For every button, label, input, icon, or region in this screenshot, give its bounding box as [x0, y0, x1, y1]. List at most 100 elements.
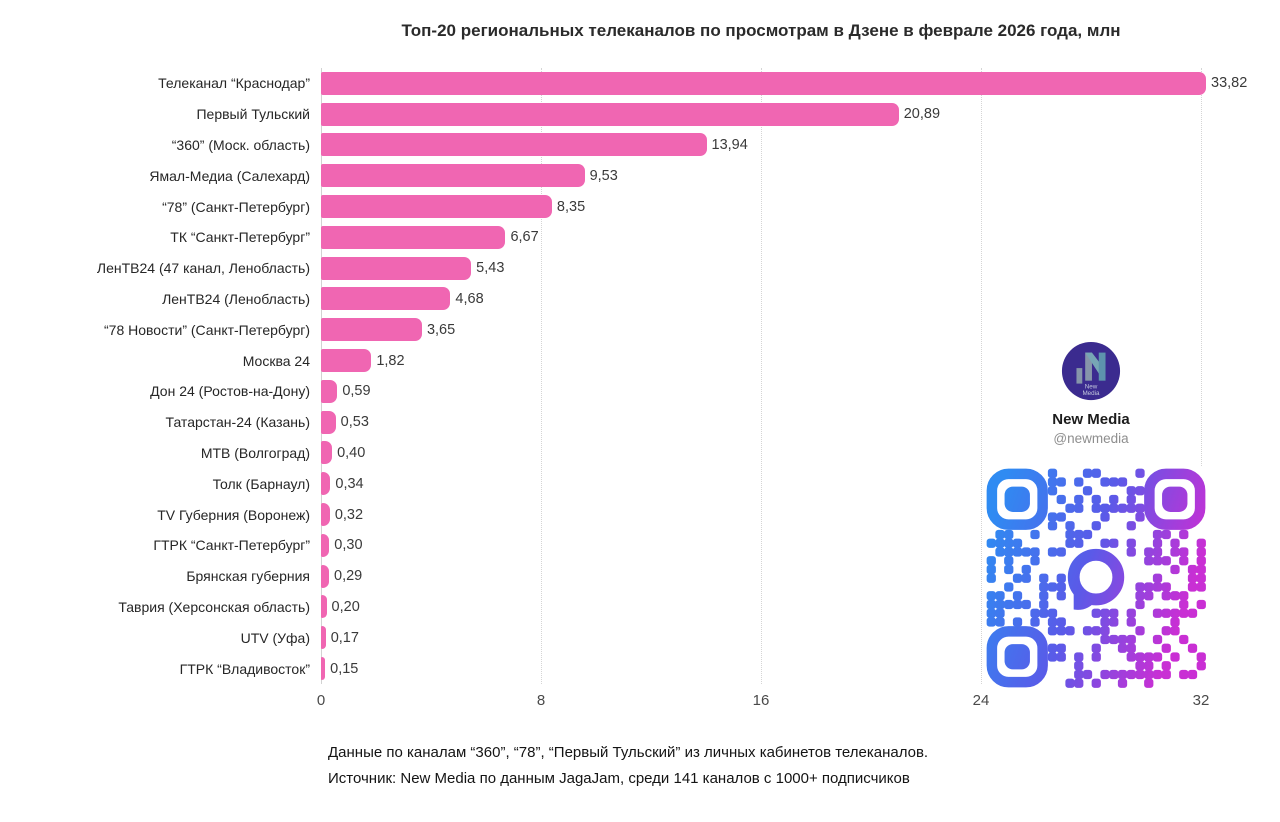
bar-row: UTV (Уфа) 0,17 — [0, 622, 1206, 653]
bar-row: Таврия (Херсонская область) 0,20 — [0, 592, 1206, 623]
x-tick-label: 32 — [1192, 692, 1210, 709]
category-label: Брянская губерния — [186, 568, 310, 585]
x-tick-label: 16 — [752, 692, 770, 709]
bar-cell: 4,68 — [321, 284, 1206, 315]
value-label: 33,82 — [1211, 75, 1248, 92]
category-label: Москва 24 — [242, 352, 310, 369]
bar-row: “360” (Моск. область) 13,94 — [0, 130, 1206, 161]
x-axis: 0 8 16 24 32 — [317, 692, 1210, 714]
bar-cell: 20,89 — [321, 99, 1206, 130]
bar-row: ГТРК “Владивосток” 0,15 — [0, 653, 1206, 684]
category-label: “360” (Моск. область) — [171, 136, 310, 153]
svg-text:New: New — [1085, 383, 1098, 390]
bar-cell: 3,65 — [321, 314, 1206, 345]
bar-row: Телеканал “Краснодар” 33,82 — [0, 68, 1247, 99]
value-label: 20,89 — [903, 106, 941, 123]
value-label: 9,53 — [589, 167, 618, 184]
bar-cell: 33,82 — [321, 68, 1247, 99]
value-label: 8,35 — [556, 198, 586, 215]
bar — [321, 349, 372, 373]
bar-row: Ямал-Медиа (Салехард) 9,53 — [0, 160, 1206, 191]
value-label: 3,65 — [426, 321, 456, 338]
category-label: “78” (Санкт-Петербург) — [162, 198, 310, 215]
bar-row: ЛенТВ24 (47 канал, Ленобласть) 5,43 — [0, 253, 1206, 284]
bar-row: ГТРК “Санкт-Петербург” 0,30 — [0, 530, 1206, 561]
bar-cell: 0,17 — [321, 622, 1206, 653]
bar-cell: 0,30 — [321, 530, 1206, 561]
gridline — [761, 68, 762, 684]
gridlines — [321, 68, 1202, 684]
bar — [321, 503, 330, 527]
bar — [321, 441, 333, 465]
value-label: 1,82 — [376, 352, 405, 369]
footer-notes: Данные по каналам “360”, “78”, “Первый Т… — [328, 740, 928, 792]
bar-cell: 0,32 — [321, 499, 1206, 530]
qr-code-svg — [986, 468, 1206, 688]
category-label: ТК “Санкт-Петербург” — [170, 229, 310, 246]
chart-title: Топ-20 региональных телеканалов по просм… — [401, 21, 1121, 40]
bar-cell: 5,43 — [321, 253, 1206, 284]
category-label: Ямал-Медиа (Салехард) — [149, 167, 310, 184]
bar-row: Первый Тульский 20,89 — [0, 99, 1206, 130]
bar — [321, 564, 330, 588]
value-label: 0,53 — [340, 414, 369, 431]
value-label: 0,17 — [330, 629, 359, 646]
brand-name: New Media — [1052, 411, 1130, 428]
gridline — [1201, 68, 1202, 684]
branding-block: New Media New Media @newmedia — [1015, 340, 1167, 446]
bar — [321, 626, 326, 650]
gridline — [541, 68, 542, 684]
category-label: Первый Тульский — [196, 106, 310, 123]
bar-row: TV Губерния (Воронеж) 0,32 — [0, 499, 1206, 530]
bar-cell: 9,53 — [321, 160, 1206, 191]
category-label: ГТРК “Санкт-Петербург” — [153, 537, 310, 554]
bar — [321, 133, 707, 157]
value-label: 0,30 — [334, 537, 363, 554]
category-label: МТВ (Волгоград) — [200, 444, 310, 461]
bar-cell: 0,40 — [321, 438, 1206, 469]
bar — [321, 102, 899, 126]
gridline — [981, 68, 982, 684]
bar-row: МТВ (Волгоград) 0,40 — [0, 438, 1206, 469]
value-label: 13,94 — [711, 136, 748, 153]
footer-note-line1: Данные по каналам “360”, “78”, “Первый Т… — [328, 744, 929, 761]
category-label: “78 Новости” (Санкт-Петербург) — [104, 321, 310, 338]
footer-note-line2: Источник: New Media по данным JagaJam, с… — [328, 770, 910, 787]
value-label: 0,29 — [334, 568, 363, 585]
bar-cell: 13,94 — [321, 130, 1206, 161]
category-label: Толк (Барнаул) — [212, 475, 310, 492]
category-label: Дон 24 (Ростов-на-Дону) — [150, 383, 310, 400]
category-label: ГТРК “Владивосток” — [179, 660, 310, 677]
bar — [321, 256, 472, 280]
value-label: 0,40 — [337, 444, 366, 461]
bar-cell: 0,53 — [321, 407, 1206, 438]
category-label: Таврия (Херсонская область) — [118, 598, 310, 615]
category-label: ЛенТВ24 (Ленобласть) — [162, 290, 310, 307]
value-label: 4,68 — [455, 290, 484, 307]
bar-cell: 6,67 — [321, 222, 1206, 253]
new-media-logo-icon: New Media — [1060, 340, 1122, 402]
bar-cell: 0,29 — [321, 561, 1206, 592]
bar-row: “78 Новости” (Санкт-Петербург) 3,65 — [0, 314, 1206, 345]
bar-row: Москва 24 1,82 — [0, 345, 1206, 376]
x-tick-label: 0 — [316, 692, 326, 709]
value-label: 0,59 — [342, 383, 371, 400]
category-label: Телеканал “Краснодар” — [158, 75, 310, 92]
bar — [321, 164, 585, 188]
y-axis-line — [321, 68, 322, 684]
value-label: 0,32 — [334, 506, 364, 523]
value-label: 5,43 — [476, 260, 505, 277]
x-tick-label: 8 — [536, 692, 546, 709]
bar-row: Толк (Барнаул) 0,34 — [0, 468, 1206, 499]
bar — [321, 195, 552, 219]
bar-cell: 1,82 — [321, 345, 1206, 376]
bar — [321, 472, 331, 496]
value-label: 0,15 — [330, 660, 359, 677]
category-label: TV Губерния (Воронеж) — [157, 506, 310, 523]
brand-handle: @newmedia — [1053, 431, 1129, 446]
bar — [321, 225, 506, 249]
bar — [321, 318, 422, 342]
bar-cell: 0,15 — [321, 653, 1206, 684]
bar — [321, 287, 451, 311]
